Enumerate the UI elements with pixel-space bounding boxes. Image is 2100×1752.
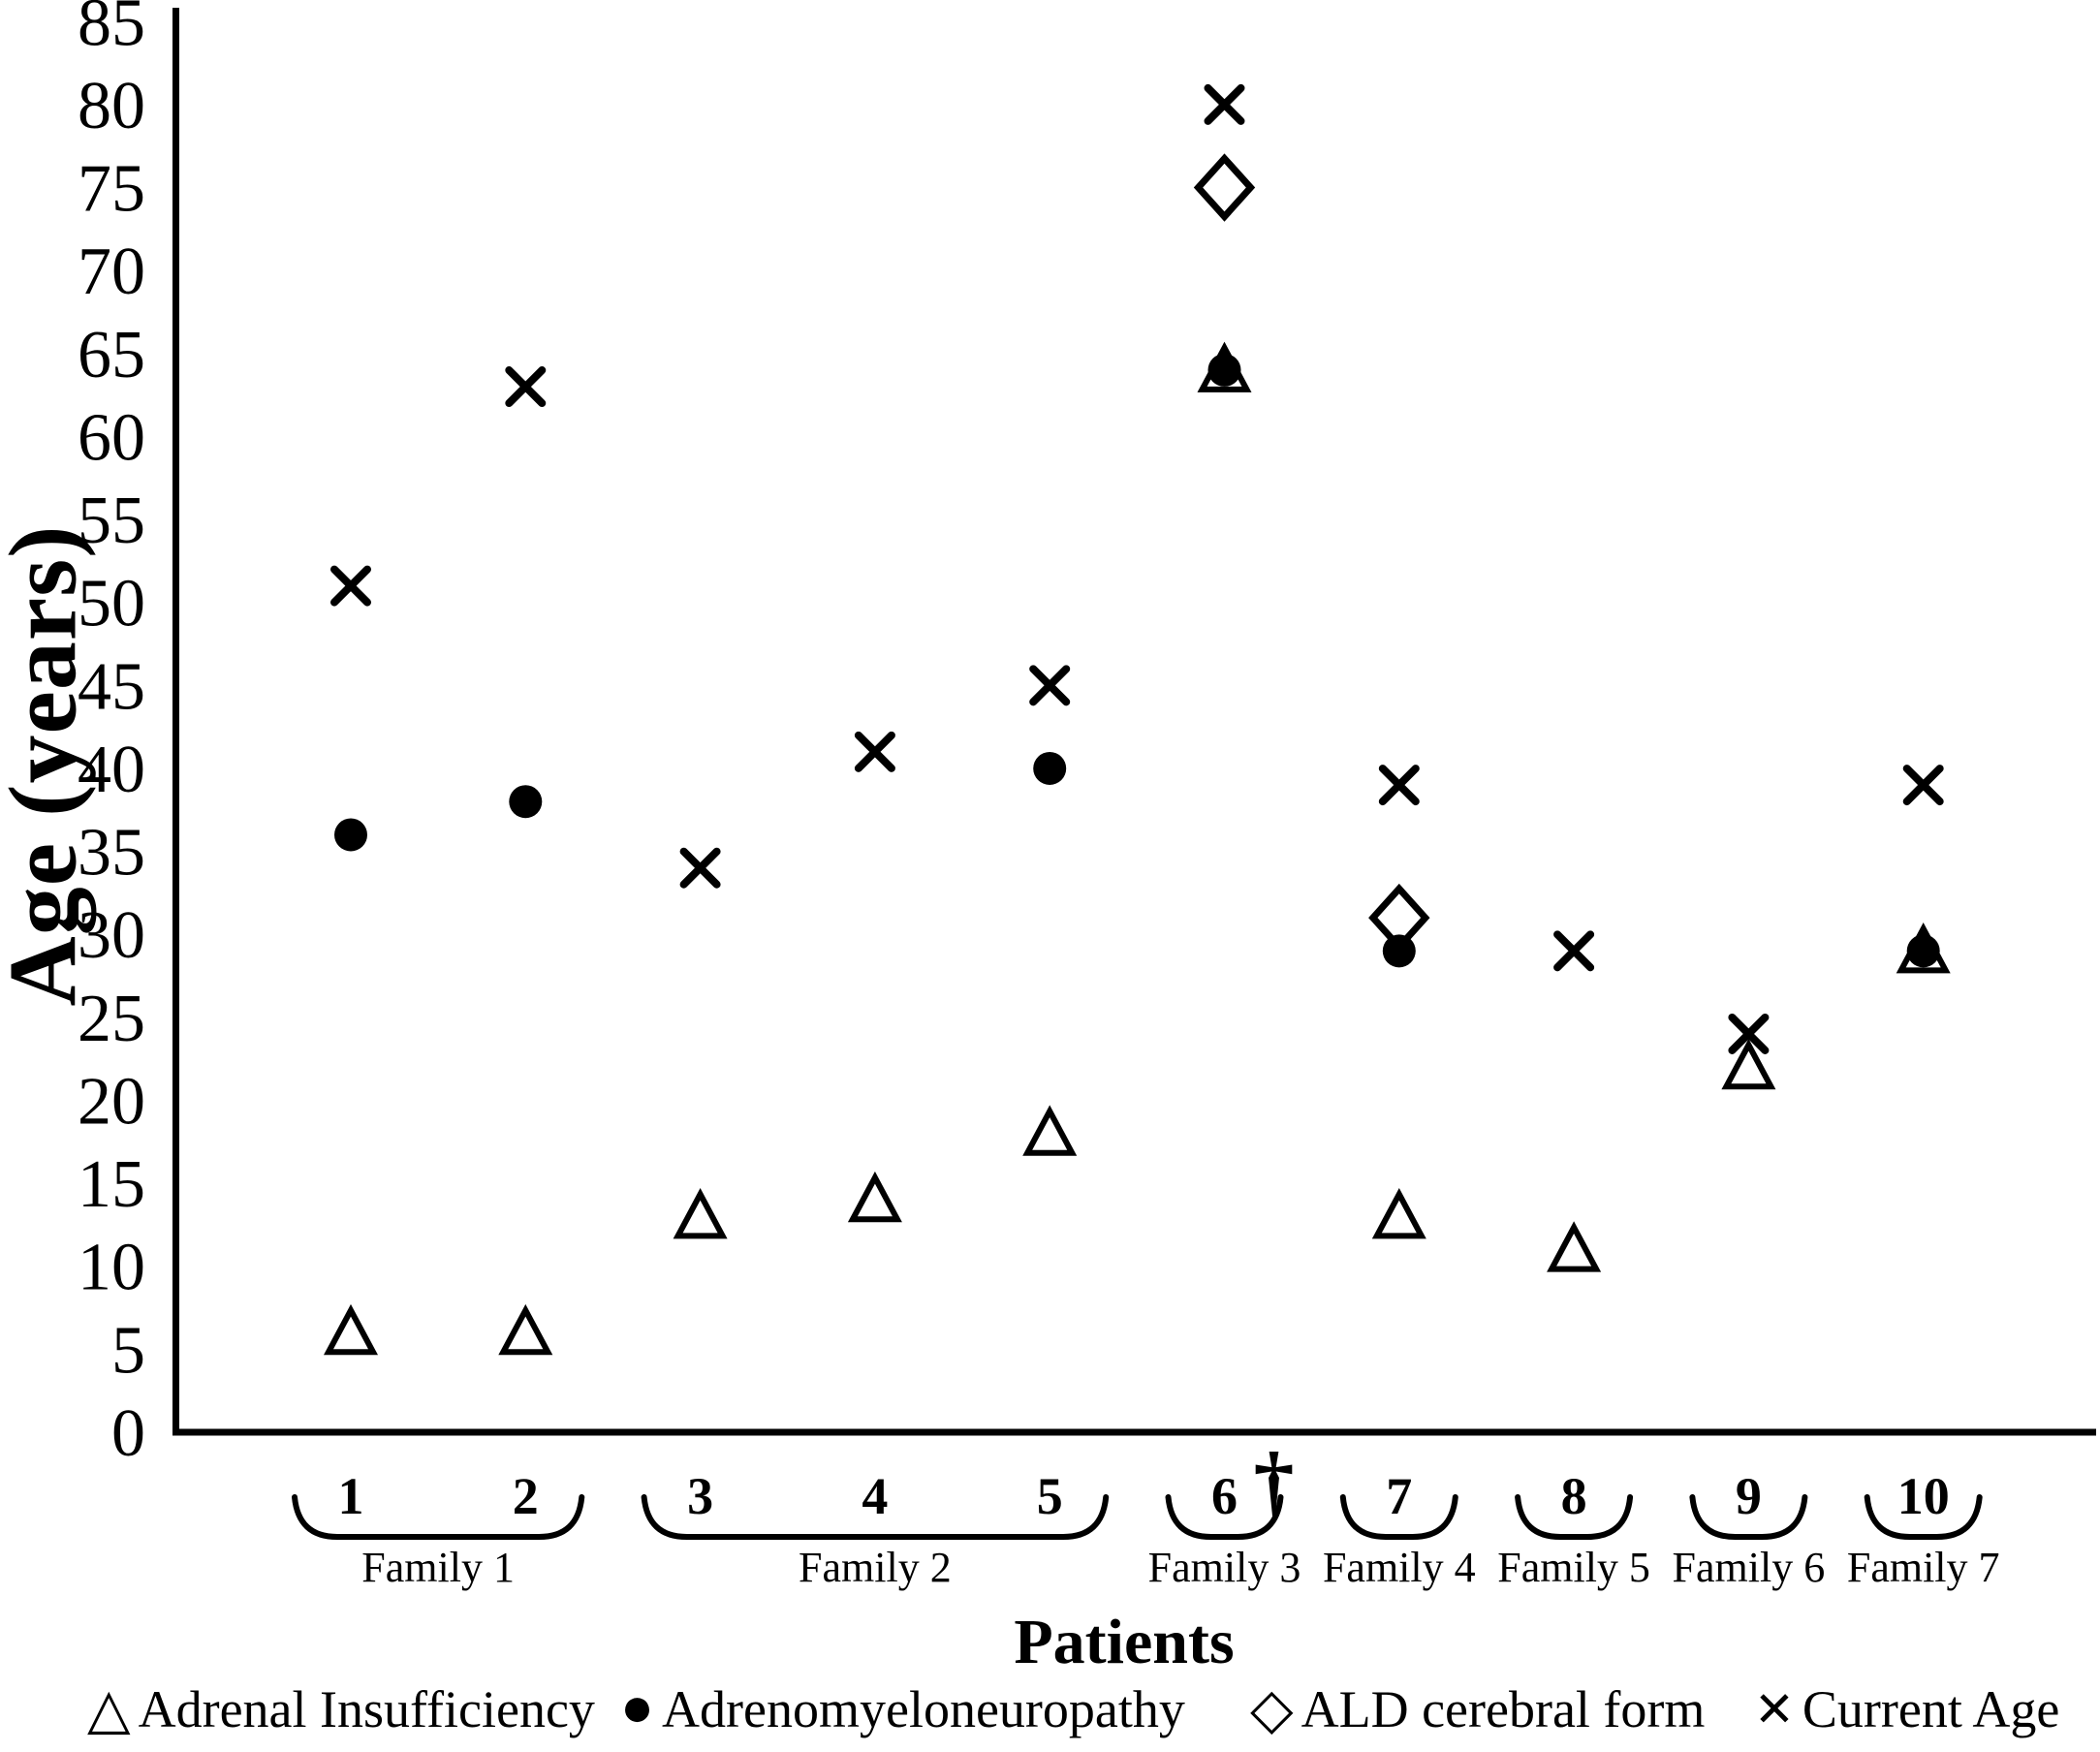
family-bracket <box>1689 1494 1808 1540</box>
y-tick-label-45: 45 <box>78 649 145 724</box>
diamond-icon: ◇ <box>1250 1677 1294 1740</box>
family-bracket <box>641 1494 1110 1540</box>
marker-current-age-p4 <box>854 731 895 772</box>
y-tick-label-50: 50 <box>78 567 145 641</box>
y-tick-label-75: 75 <box>78 152 145 227</box>
marker-adrenal-insufficiency-p5 <box>1022 1105 1078 1156</box>
family-bracket <box>1515 1494 1634 1540</box>
deceased-dagger: † <box>1254 1436 1295 1526</box>
patient-label-10: 10 <box>1897 1467 1950 1525</box>
y-tick-label-35: 35 <box>78 816 145 891</box>
legend-item-adrenal-insufficiency: △ Adrenal Insufficiency <box>87 1669 595 1750</box>
patient-label-9: 9 <box>1736 1467 1762 1525</box>
patient-label-8: 8 <box>1561 1467 1587 1525</box>
family-label: Family 5 <box>1497 1544 1650 1591</box>
patient-label-2: 2 <box>513 1467 539 1525</box>
marker-current-age-p1 <box>330 565 371 607</box>
legend-item-ald-cerebral-form: ◇ ALD cerebral form <box>1250 1669 1705 1750</box>
family-bracket <box>1165 1494 1284 1540</box>
marker-adrenal-insufficiency-p7 <box>1371 1187 1426 1239</box>
y-tick-label-30: 30 <box>78 898 145 973</box>
marker-current-age-p3 <box>679 847 721 889</box>
y-tick-label-15: 15 <box>78 1147 145 1222</box>
legend-label: ALD cerebral form <box>1301 1680 1706 1738</box>
family-label: Family 3 <box>1148 1544 1301 1591</box>
family-bracket <box>1339 1494 1458 1540</box>
family-label: Family 7 <box>1847 1544 2000 1591</box>
y-tick-label-40: 40 <box>78 733 145 807</box>
family-label: Family 4 <box>1323 1544 1476 1591</box>
marker-adrenomyeloneuropathy-p2 <box>509 785 543 819</box>
marker-current-age-p9 <box>1728 1013 1770 1054</box>
marker-adrenal-insufficiency-p3 <box>673 1187 728 1239</box>
marker-adrenal-insufficiency-p1 <box>323 1303 379 1356</box>
marker-current-age-p5 <box>1029 665 1071 706</box>
family-bracket <box>1864 1494 1983 1540</box>
legend-label: Current Age <box>1802 1680 2060 1738</box>
marker-adrenal-insufficiency-p8 <box>1547 1221 1602 1272</box>
legend-label: Adrenomyeloneuropathy <box>662 1680 1185 1738</box>
family-label: Family 6 <box>1673 1544 1826 1591</box>
marker-adrenal-insufficiency-p9 <box>1721 1038 1776 1090</box>
family-label: Family 1 <box>361 1544 515 1591</box>
patient-label-4: 4 <box>862 1467 888 1525</box>
marker-current-age-p10 <box>1902 765 1944 806</box>
filled-circle-icon: ● <box>620 1675 655 1738</box>
x-mark-icon: ✕ <box>1754 1682 1795 1736</box>
y-tick-label-85: 85 <box>78 0 145 60</box>
legend-item-current-age: ✕ Current Age <box>1754 1669 2059 1750</box>
marker-current-age-p6 <box>1204 83 1245 125</box>
marker-current-age-p8 <box>1553 930 1595 972</box>
y-tick-label-65: 65 <box>78 318 145 392</box>
legend-item-adrenomyeloneuropathy: ● Adrenomyeloneuropathy <box>620 1669 1185 1750</box>
marker-current-age-p2 <box>505 366 547 408</box>
legend: △ Adrenal Insufficiency ● Adrenomyeloneu… <box>0 1669 2100 1750</box>
marker-adrenal-insufficiency-p4 <box>847 1171 902 1223</box>
y-tick-label-20: 20 <box>78 1064 145 1139</box>
patient-label-1: 1 <box>338 1467 364 1525</box>
y-axis-title: Age (years) <box>0 524 97 1007</box>
family-label: Family 2 <box>799 1544 952 1591</box>
legend-label: Adrenal Insufficiency <box>138 1680 595 1738</box>
patient-label-5: 5 <box>1037 1467 1063 1525</box>
marker-current-age-p7 <box>1378 765 1420 806</box>
triangle-icon: △ <box>87 1677 131 1740</box>
marker-adrenomyeloneuropathy-p7 <box>1382 934 1416 968</box>
patient-label-6: 6 <box>1211 1467 1238 1525</box>
y-tick-label-0: 0 <box>111 1396 145 1471</box>
y-tick-label-70: 70 <box>78 235 145 309</box>
y-tick-label-55: 55 <box>78 484 145 558</box>
marker-adrenomyeloneuropathy-p6 <box>1207 353 1241 387</box>
marker-adrenal-insufficiency-p2 <box>498 1303 553 1356</box>
y-tick-label-60: 60 <box>78 400 145 475</box>
patient-label-3: 3 <box>687 1467 713 1525</box>
marker-adrenomyeloneuropathy-p1 <box>334 818 367 852</box>
marker-adrenomyeloneuropathy-p5 <box>1033 751 1067 785</box>
marker-ald-cerebral-form-p6 <box>1193 153 1256 222</box>
x-axis-title: Patients <box>1014 1607 1235 1677</box>
y-tick-label-25: 25 <box>78 982 145 1056</box>
y-tick-label-5: 5 <box>111 1313 145 1388</box>
family-bracket <box>292 1494 585 1540</box>
marker-adrenomyeloneuropathy-p10 <box>1906 934 1940 968</box>
y-tick-label-80: 80 <box>78 69 145 143</box>
patient-label-7: 7 <box>1386 1467 1412 1525</box>
y-tick-label-10: 10 <box>78 1231 145 1305</box>
